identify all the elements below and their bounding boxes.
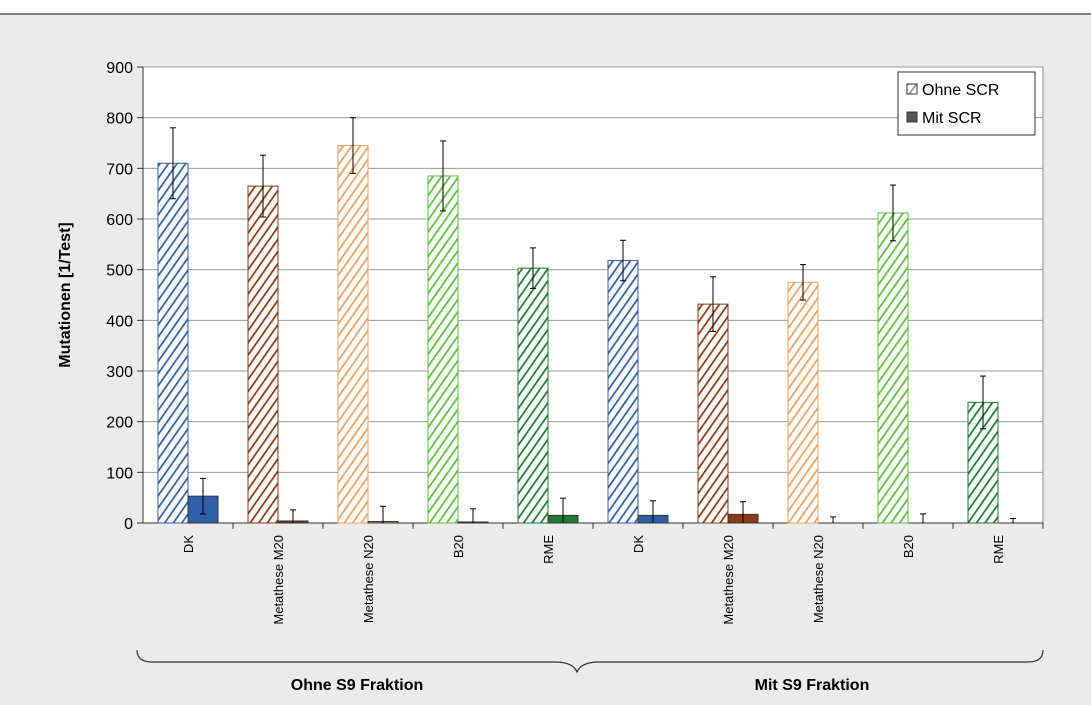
group-brace [136,649,1044,674]
legend: Ohne SCR Mit SCR [897,71,1036,136]
error-bar [170,127,176,200]
x-tick-label: RME [541,535,556,564]
error-bar [830,516,836,523]
error-bar [470,508,476,523]
y-tick-label: 200 [106,415,133,432]
error-bar [350,117,356,174]
x-tick-label: DK [631,535,646,553]
legend-box [897,71,1036,136]
group-label: Ohne S9 Fraktion [291,677,423,694]
error-bar [620,239,626,282]
error-bar [890,184,896,242]
y-tick-label: 100 [106,465,133,482]
bar [607,260,639,524]
legend-swatch [906,111,918,123]
error-bar [920,513,926,523]
x-tick-label: Metathese N20 [361,535,376,623]
x-tick-label: RME [991,535,1006,564]
plot: 0 100 200 300 400 500 600 700 800 900 DK Metathese … [106,60,1044,625]
group-label: Mit S9 Fraktion [755,677,870,694]
x-tick-label: Metathese N20 [811,535,826,623]
x-tick-label: B20 [901,535,916,558]
x-tick-label: Metathese M20 [721,535,736,625]
error-bar [980,375,986,430]
y-tick-label: 500 [106,263,133,280]
y-axis-label: Mutationen [1/Test] [57,222,74,367]
y-tick-label: 900 [106,60,133,77]
bar [877,212,909,524]
bar [517,267,549,524]
y-tick-label: 0 [124,516,133,533]
error-bar [710,276,716,332]
bar [337,145,369,524]
error-bar [1010,517,1016,523]
y-tick-label: 600 [106,212,133,229]
error-bar [290,509,296,523]
error-bar [740,501,746,523]
y-tick-label: 700 [106,161,133,178]
error-bar [650,500,656,523]
legend-label: Mit SCR [922,110,982,127]
x-tick-label: DK [181,535,196,553]
y-tick-label: 300 [106,364,133,381]
bar [247,185,279,524]
bar [157,162,189,524]
x-tick-label: B20 [451,535,466,558]
error-bar [380,505,386,523]
y-tick-label: 400 [106,313,133,330]
error-bar [260,154,266,218]
legend-label: Ohne SCR [922,82,999,99]
error-bar [560,497,566,523]
bar [697,303,729,524]
error-bar [200,477,206,515]
x-tick-label: Metathese M20 [271,535,286,625]
y-tick-label: 800 [106,111,133,128]
error-bar [440,140,446,212]
legend-swatch [906,83,918,95]
error-bar [530,247,536,289]
bar [427,175,459,524]
bar [787,281,819,524]
error-bar [800,264,806,301]
